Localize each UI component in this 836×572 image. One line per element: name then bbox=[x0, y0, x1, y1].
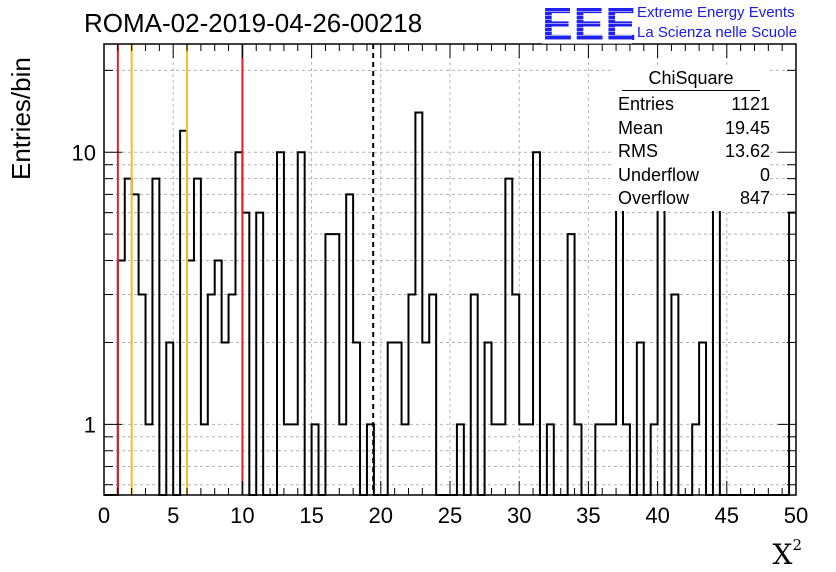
x-tick-label: 15 bbox=[299, 503, 323, 528]
stats-value: 0 bbox=[759, 164, 770, 185]
histogram-outline bbox=[104, 111, 796, 496]
x-tick-label: 35 bbox=[576, 503, 600, 528]
x-tick-label: 30 bbox=[507, 503, 531, 528]
x-axis-label: X2 bbox=[772, 535, 802, 571]
y-tick-label: 1 bbox=[84, 412, 96, 437]
y-tick-label: 10 bbox=[72, 140, 96, 165]
stats-row-mean: Mean 19.45 bbox=[612, 117, 770, 141]
stats-value: 847 bbox=[739, 188, 770, 208]
x-tick-label: 45 bbox=[715, 503, 739, 528]
stats-box: ChiSquare Entries 1121 Mean 19.45 RMS 13… bbox=[612, 68, 770, 211]
stats-label: Mean bbox=[618, 117, 664, 138]
stats-row-rms: RMS 13.62 bbox=[612, 140, 770, 164]
stats-header: ChiSquare bbox=[622, 68, 760, 91]
stats-value: 13.62 bbox=[724, 141, 770, 161]
y-axis-label: Entries/bin bbox=[6, 57, 36, 180]
x-tick-label: 50 bbox=[784, 503, 808, 528]
x-tick-label: 10 bbox=[230, 503, 254, 528]
stats-row-underflow: Underflow 0 bbox=[612, 164, 770, 188]
org-name: Extreme Energy Events bbox=[637, 4, 795, 21]
stats-label: RMS bbox=[618, 141, 658, 161]
stats-row-entries: Entries 1121 bbox=[612, 93, 770, 117]
stats-row-overflow: Overflow 847 bbox=[612, 187, 770, 211]
x-tick-label: 0 bbox=[98, 503, 110, 528]
eee-logo: EEE bbox=[542, 0, 638, 50]
stats-label: Entries bbox=[618, 94, 675, 114]
x-tick-label: 40 bbox=[645, 503, 669, 528]
org-subtitle: La Scienza nelle Scuole bbox=[637, 24, 798, 41]
chart-title: ROMA-02-2019-04-26-00218 bbox=[84, 8, 423, 38]
x-tick-label: 5 bbox=[167, 503, 179, 528]
stats-value: 19.45 bbox=[724, 117, 770, 138]
stats-value: 1121 bbox=[731, 94, 770, 114]
stats-label: Overflow bbox=[618, 188, 690, 208]
x-tick-label: 20 bbox=[369, 503, 393, 528]
x-tick-label: 25 bbox=[438, 503, 462, 528]
stats-label: Underflow bbox=[618, 164, 700, 185]
